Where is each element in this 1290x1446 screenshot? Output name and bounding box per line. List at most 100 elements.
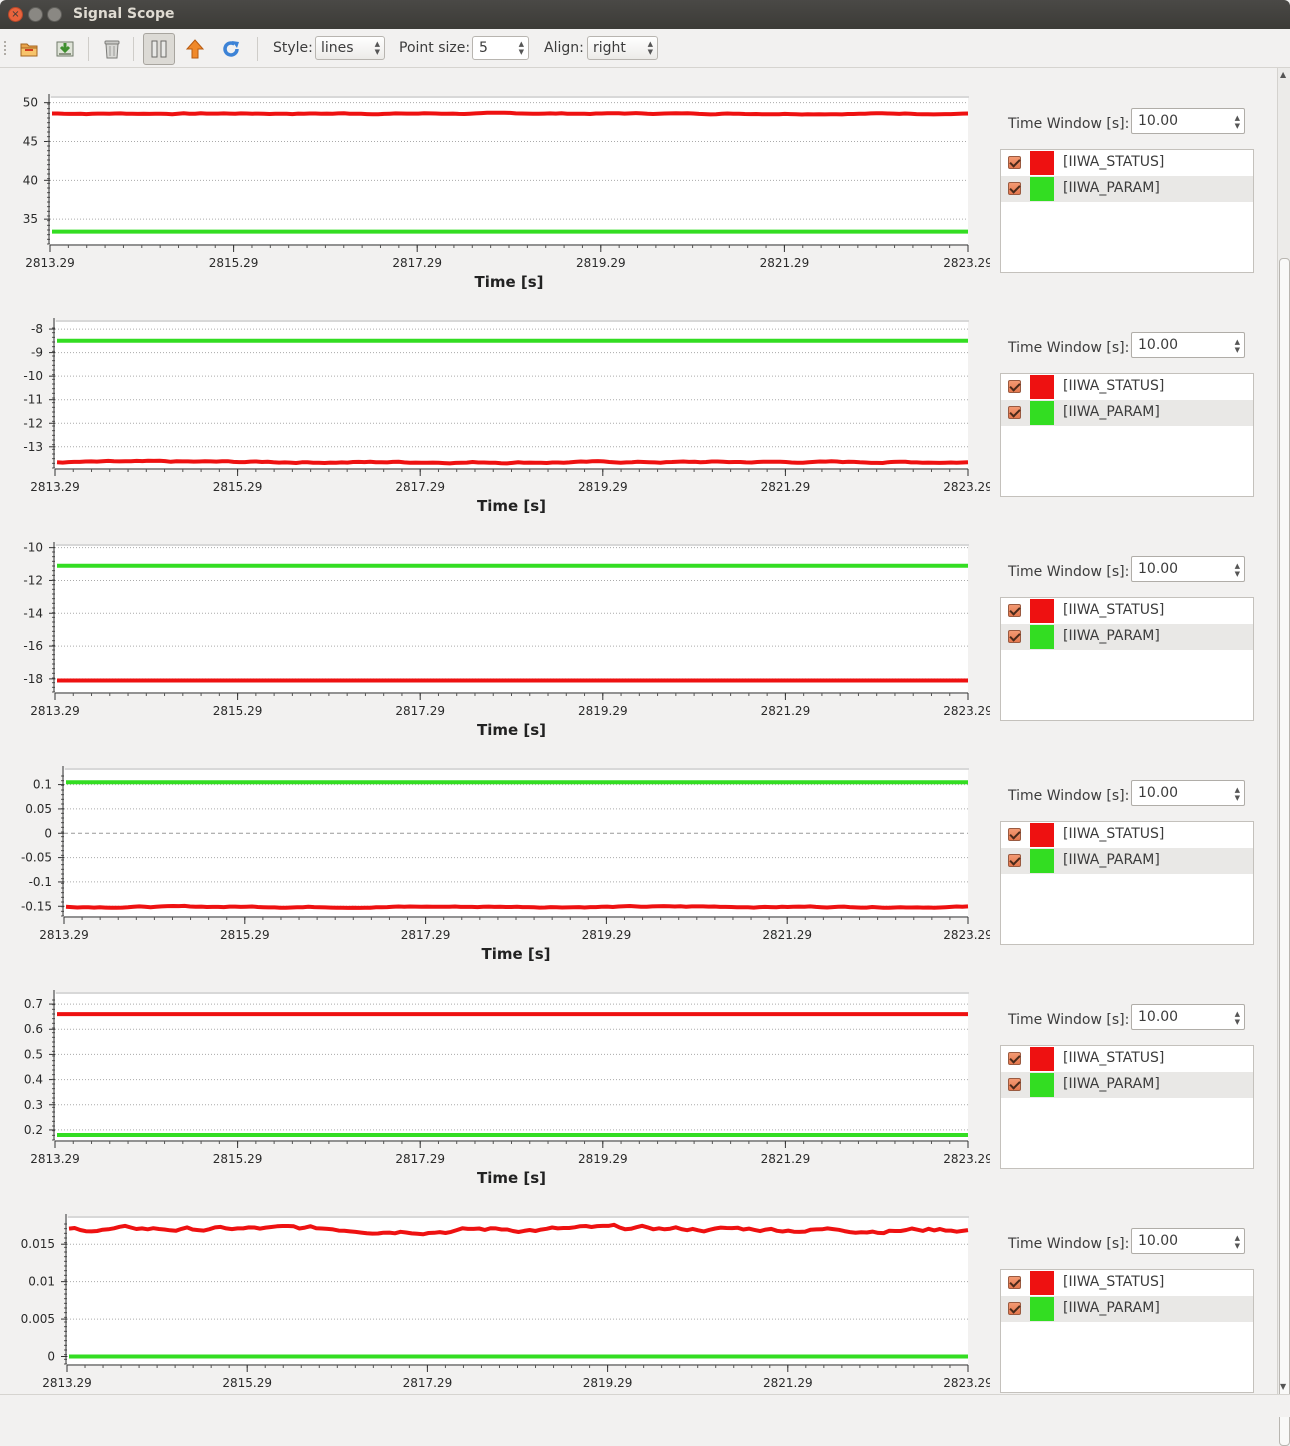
- legend-item-label: [IIWA_PARAM]: [1063, 628, 1160, 644]
- plots-scroll-area[interactable]: 50 45 40 35 2813.29 2815.29 2817.29 2819.29 2821…: [0, 68, 1276, 1394]
- legend-checkbox[interactable]: [1008, 182, 1021, 195]
- legend-item[interactable]: [IIWA_STATUS]: [1001, 374, 1253, 400]
- spinner-arrows-icon[interactable]: ▲ ▼: [1234, 1234, 1240, 1250]
- refresh-icon[interactable]: [217, 35, 245, 63]
- spinner-arrows-icon[interactable]: ▲ ▼: [1234, 786, 1240, 802]
- spinner-arrows-icon: ▲ ▼: [647, 40, 653, 56]
- y-tick-label: -13: [23, 440, 43, 454]
- time-window-value: 10.00: [1138, 1233, 1179, 1249]
- time-window-spinbox[interactable]: 10.00 ▲ ▼: [1131, 108, 1245, 134]
- time-window-value: 10.00: [1138, 785, 1179, 801]
- signal-plot[interactable]: 0.1 0.05 0 -0.05 -0.1 -0.15 2813.29 2815.29 2817…: [0, 766, 990, 990]
- plot-background: [50, 98, 968, 244]
- legend-checkbox[interactable]: [1008, 1052, 1021, 1065]
- legend-checkbox[interactable]: [1008, 1276, 1021, 1289]
- y-tick-label: 0.5: [24, 1047, 43, 1061]
- x-tick-label: 2821.29: [761, 1152, 811, 1166]
- x-tick-label: 2823.29: [943, 1376, 990, 1390]
- spinner-arrows-icon[interactable]: ▲ ▼: [1234, 1010, 1240, 1026]
- legend-item[interactable]: [IIWA_PARAM]: [1001, 176, 1253, 202]
- legend-list[interactable]: [IIWA_STATUS] [IIWA_PARAM]: [1000, 149, 1254, 273]
- point-size-spinbox[interactable]: 5 ▲ ▼: [472, 36, 529, 60]
- y-tick-label: 50: [23, 96, 38, 110]
- x-axis-title: Time [s]: [483, 1393, 552, 1394]
- plot-background: [67, 1218, 968, 1364]
- plot-canvas[interactable]: -8 -9 -10 -11 -12 -13 2813.29 2815.29 2817.29 281…: [0, 318, 990, 518]
- time-window-spinbox[interactable]: 10.00 ▲ ▼: [1131, 1228, 1245, 1254]
- plot-canvas[interactable]: 0.7 0.6 0.5 0.4 0.3 0.2 2813.29 2815.29 2817.29 2…: [0, 990, 990, 1190]
- align-label: Align:: [544, 40, 584, 56]
- plot-top-border: [56, 992, 969, 994]
- legend-item[interactable]: [IIWA_PARAM]: [1001, 400, 1253, 426]
- signal-plot[interactable]: 50 45 40 35 2813.29 2815.29 2817.29 2819.29 2821…: [0, 94, 990, 318]
- x-tick-label: 2815.29: [209, 256, 259, 270]
- trash-icon[interactable]: [98, 35, 126, 63]
- legend-item-label: [IIWA_STATUS]: [1063, 154, 1165, 170]
- legend-checkbox[interactable]: [1008, 1078, 1021, 1091]
- plot-canvas[interactable]: 50 45 40 35 2813.29 2815.29 2817.29 2819.29 2821…: [0, 94, 990, 294]
- legend-item[interactable]: [IIWA_PARAM]: [1001, 624, 1253, 650]
- legend-list[interactable]: [IIWA_STATUS] [IIWA_PARAM]: [1000, 1269, 1254, 1393]
- legend-list[interactable]: [IIWA_STATUS] [IIWA_PARAM]: [1000, 597, 1254, 721]
- x-tick-label: 2819.29: [582, 928, 632, 942]
- x-tick-label: 2817.29: [395, 704, 445, 718]
- spinner-arrows-icon[interactable]: ▲ ▼: [1234, 562, 1240, 578]
- pause-icon[interactable]: [143, 33, 175, 65]
- spinner-arrows-icon[interactable]: ▲ ▼: [1234, 338, 1240, 354]
- legend-checkbox[interactable]: [1008, 380, 1021, 393]
- legend-checkbox[interactable]: [1008, 854, 1021, 867]
- legend-item[interactable]: [IIWA_STATUS]: [1001, 1046, 1253, 1072]
- legend-checkbox[interactable]: [1008, 156, 1021, 169]
- signal-plot[interactable]: -10 -12 -14 -16 -18 2813.29 2815.29 2817.29 2819…: [0, 542, 990, 766]
- y-tick-label: 0.7: [24, 997, 43, 1011]
- legend-item[interactable]: [IIWA_STATUS]: [1001, 150, 1253, 176]
- spinner-arrows-icon[interactable]: ▲ ▼: [1234, 114, 1240, 130]
- signal-plot[interactable]: -8 -9 -10 -11 -12 -13 2813.29 2815.29 2817.29 281…: [0, 318, 990, 542]
- legend-item-label: [IIWA_PARAM]: [1063, 180, 1160, 196]
- spinner-arrows-icon[interactable]: ▲ ▼: [518, 40, 524, 56]
- legend-color-swatch: [1030, 1047, 1054, 1071]
- scroll-up-icon[interactable]: ▲: [1280, 70, 1287, 79]
- legend-item[interactable]: [IIWA_STATUS]: [1001, 822, 1253, 848]
- legend-checkbox[interactable]: [1008, 406, 1021, 419]
- plot-canvas[interactable]: 0.1 0.05 0 -0.05 -0.1 -0.15 2813.29 2815.29 2817…: [0, 766, 990, 966]
- minimize-window-button[interactable]: [28, 7, 43, 22]
- open-folder-icon[interactable]: [15, 35, 43, 63]
- legend-item-label: [IIWA_STATUS]: [1063, 378, 1165, 394]
- align-select[interactable]: right ▲ ▼: [587, 36, 658, 60]
- legend-list[interactable]: [IIWA_STATUS] [IIWA_PARAM]: [1000, 1045, 1254, 1169]
- vertical-scrollbar[interactable]: ▲ ▼: [1277, 68, 1290, 1446]
- x-tick-label: 2823.29: [943, 256, 990, 270]
- close-window-button[interactable]: ×: [8, 7, 23, 22]
- save-icon[interactable]: [51, 35, 79, 63]
- legend-checkbox[interactable]: [1008, 1302, 1021, 1315]
- time-window-spinbox[interactable]: 10.00 ▲ ▼: [1131, 332, 1245, 358]
- plot-canvas[interactable]: -10 -12 -14 -16 -18 2813.29 2815.29 2817.29 2819…: [0, 542, 990, 742]
- plot-canvas[interactable]: 0.015 0.01 0.005 0 2813.29 2815.29 2817.29 2819…: [0, 1214, 990, 1394]
- legend-item[interactable]: [IIWA_PARAM]: [1001, 848, 1253, 874]
- style-select[interactable]: lines ▲ ▼: [315, 36, 385, 60]
- legend-item[interactable]: [IIWA_STATUS]: [1001, 598, 1253, 624]
- legend-list[interactable]: [IIWA_STATUS] [IIWA_PARAM]: [1000, 821, 1254, 945]
- time-window-spinbox[interactable]: 10.00 ▲ ▼: [1131, 1004, 1245, 1030]
- maximize-window-button[interactable]: [47, 7, 62, 22]
- legend-item-label: [IIWA_PARAM]: [1063, 1300, 1160, 1316]
- series-line: [65, 903, 969, 910]
- legend-item[interactable]: [IIWA_PARAM]: [1001, 1296, 1253, 1322]
- legend-item[interactable]: [IIWA_PARAM]: [1001, 1072, 1253, 1098]
- scroll-down-icon[interactable]: ▼: [1280, 1382, 1287, 1391]
- toolbar-separator: [88, 37, 89, 61]
- arrow-up-icon[interactable]: [181, 35, 209, 63]
- legend-checkbox[interactable]: [1008, 630, 1021, 643]
- signal-plot[interactable]: 0.015 0.01 0.005 0 2813.29 2815.29 2817.29 2819…: [0, 1214, 990, 1394]
- signal-plot[interactable]: 0.7 0.6 0.5 0.4 0.3 0.2 2813.29 2815.29 2817.29 2…: [0, 990, 990, 1214]
- legend-checkbox[interactable]: [1008, 828, 1021, 841]
- legend-checkbox[interactable]: [1008, 604, 1021, 617]
- time-window-spinbox[interactable]: 10.00 ▲ ▼: [1131, 780, 1245, 806]
- legend-list[interactable]: [IIWA_STATUS] [IIWA_PARAM]: [1000, 373, 1254, 497]
- legend-item[interactable]: [IIWA_STATUS]: [1001, 1270, 1253, 1296]
- scrollbar-thumb[interactable]: [1279, 258, 1290, 1446]
- toolbar-grip[interactable]: [4, 41, 9, 55]
- time-window-spinbox[interactable]: 10.00 ▲ ▼: [1131, 556, 1245, 582]
- x-tick-label: 2819.29: [578, 480, 628, 494]
